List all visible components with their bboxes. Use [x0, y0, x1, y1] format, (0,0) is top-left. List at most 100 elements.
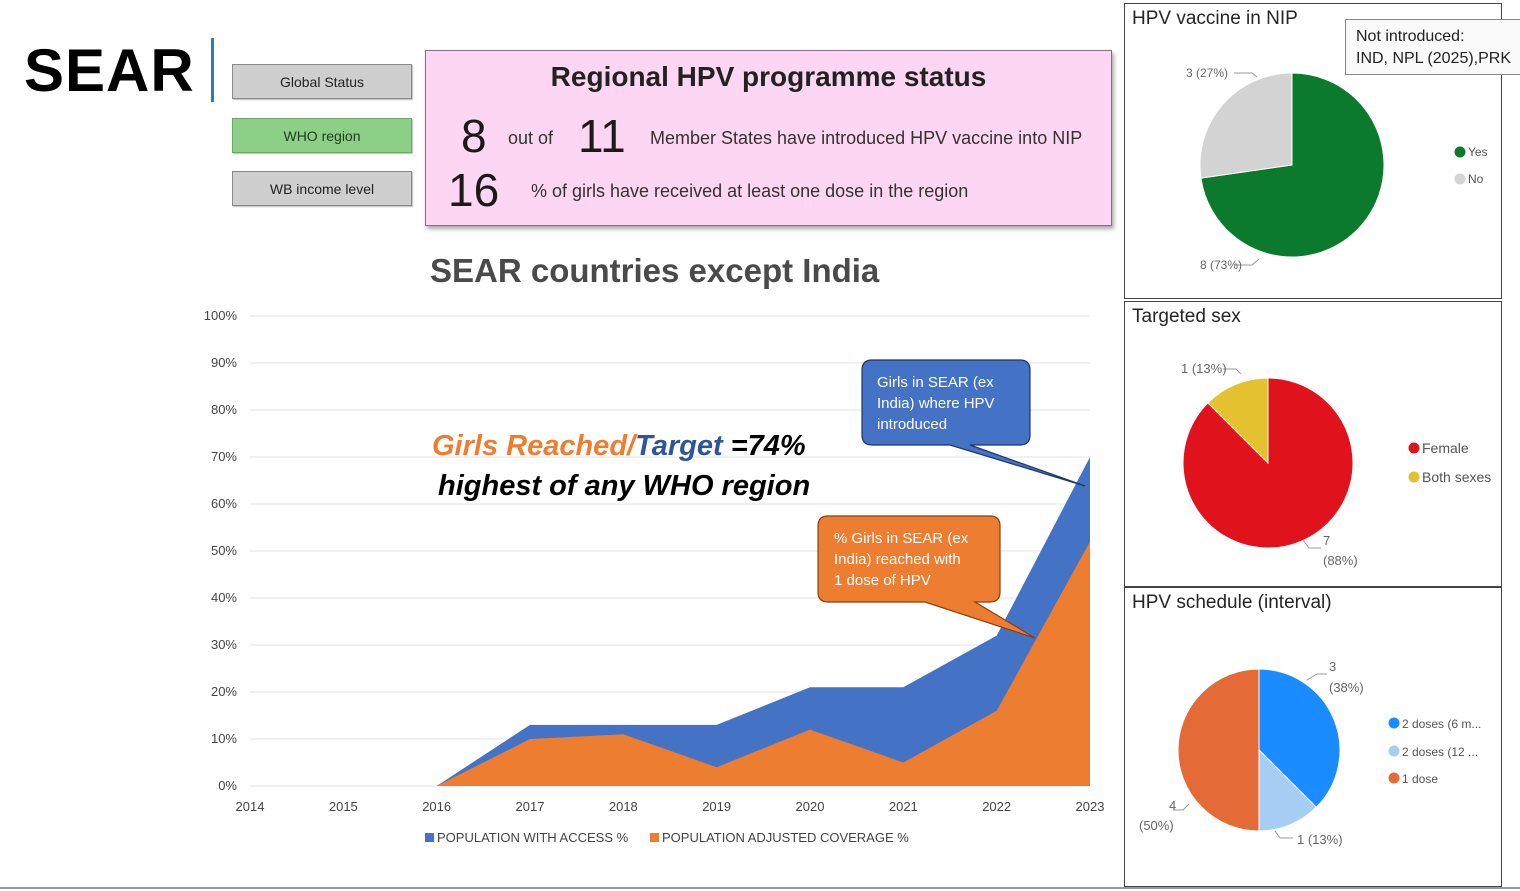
annotation-target: Target [635, 430, 723, 462]
access-callout: Girls in SEAR (ex India) where HPV intro… [861, 359, 1086, 487]
sex-both-leader [1223, 368, 1242, 375]
y-tick-label: 0% [218, 778, 237, 793]
schedule-a-data-label-count: 3 [1329, 659, 1336, 674]
sex-legend-female-dot [1408, 442, 1420, 454]
annotation-value: =74% [722, 430, 806, 462]
schedule-legend-a: 2 doses (6 m... [1402, 717, 1481, 731]
y-tick-label: 10% [211, 731, 237, 746]
schedule-b-leader [1274, 830, 1293, 839]
nip-no-leader [1234, 72, 1258, 78]
schedule-c-data-label-count: 4 [1169, 798, 1176, 813]
bottom-divider [0, 887, 1520, 889]
schedule-a-data-label-pct: (38%) [1329, 680, 1364, 695]
x-tick-label: 2016 [422, 799, 451, 814]
access-callout-line-3: introduced [877, 416, 947, 433]
coverage-callout: % Girls in SEAR (ex India) reached with … [817, 515, 1036, 639]
coverage-callout-line-3: 1 dose of HPV [834, 572, 931, 589]
sex-legend-female: Female [1422, 440, 1469, 456]
nip-legend-yes: Yes [1468, 145, 1488, 159]
regional-status-box: Regional HPV programme status 8 out of 1… [425, 50, 1112, 226]
nip-legend-no: No [1468, 172, 1484, 186]
introduced-count: 8 [461, 110, 487, 162]
region-title: SEAR [24, 37, 195, 104]
schedule-legend-c-dot [1388, 772, 1400, 784]
x-tick-label: 2015 [329, 799, 358, 814]
schedule-slice-2-doses-6m [1258, 668, 1341, 808]
schedule-legend-b: 2 doses (12 ... [1402, 745, 1478, 759]
introduced-text: Member States have introduced HPV vaccin… [650, 128, 1083, 148]
x-tick-label: 2022 [982, 799, 1011, 814]
y-tick-label: 20% [211, 684, 237, 699]
x-tick-label: 2017 [516, 799, 545, 814]
highest-annotation: highest of any WHO region [438, 470, 811, 502]
chart-legend: POPULATION WITH ACCESS % POPULATION ADJU… [425, 830, 909, 845]
who-region-button[interactable]: WHO region [232, 118, 412, 153]
access-area-series [250, 457, 1090, 786]
schedule-c-data-label-pct: (50%) [1139, 818, 1174, 833]
schedule-panel: HPV schedule (interval) 3 (38%) 1 (13%) … [1124, 587, 1502, 887]
global-status-button[interactable]: Global Status [232, 64, 412, 99]
schedule-title: HPV schedule (interval) [1132, 592, 1332, 613]
x-tick-label: 2018 [609, 799, 638, 814]
schedule-c-leader [1173, 803, 1190, 811]
nip-legend-no-dot [1454, 173, 1466, 185]
x-tick-label: 2019 [702, 799, 731, 814]
y-tick-label: 90% [211, 355, 237, 370]
x-tick-label: 2023 [1076, 799, 1105, 814]
schedule-a-leader [1306, 673, 1327, 681]
coverage-callout-shape [817, 515, 1036, 639]
x-axis-ticks: 2014 2015 2016 2017 2018 2019 2020 2021 2022 2023 [236, 799, 1105, 814]
annotation-reached: Girls Reached/ [432, 430, 636, 462]
nip-legend-yes-dot [1454, 146, 1466, 158]
access-callout-line-1: Girls in SEAR (ex [877, 374, 994, 391]
legend-coverage-swatch [650, 833, 659, 842]
schedule-legend-b-dot [1388, 745, 1400, 757]
chart-title: SEAR countries except India [430, 252, 880, 289]
schedule-pie-chart: 3 (38%) 1 (13%) 4 (50%) 2 doses (6 m... … [1139, 659, 1481, 847]
nip-yes-data-label: 8 (73%) [1200, 258, 1242, 272]
not-introduced-tooltip: Not introduced: IND, NPL (2025),PRK [1345, 19, 1520, 75]
schedule-b-data-label: 1 (13%) [1297, 832, 1343, 847]
sex-legend-both: Both sexes [1422, 469, 1491, 485]
reached-target-annotation: Girls Reached/Target =74% [432, 430, 806, 463]
schedule-legend-c: 1 dose [1402, 772, 1438, 786]
y-tick-label: 100% [204, 308, 238, 323]
y-tick-label: 30% [211, 637, 237, 652]
legend-access-label: POPULATION WITH ACCESS % [437, 830, 629, 845]
coverage-percent: 16 [448, 164, 500, 216]
sex-legend-both-dot [1408, 471, 1420, 483]
coverage-text: % of girls have received at least one do… [531, 181, 969, 201]
sex-both-data-label: 1 (13%) [1181, 361, 1227, 376]
schedule-slice-1-dose [1177, 668, 1260, 832]
coverage-callout-line-2: India) reached with [834, 551, 961, 568]
coverage-callout-line-1: % Girls in SEAR (ex [834, 530, 969, 547]
targeted-sex-panel: Targeted sex 1 (13%) 7 (88%) Female Both… [1124, 301, 1502, 587]
schedule-slice-2-doses-12 [1258, 748, 1317, 832]
sex-female-leader [1302, 539, 1321, 549]
y-tick-label: 40% [211, 590, 237, 605]
x-tick-label: 2020 [796, 799, 825, 814]
wb-income-level-button[interactable]: WB income level [232, 171, 412, 206]
out-of-label: out of [508, 128, 554, 148]
title-divider [211, 38, 214, 102]
y-tick-label: 70% [211, 449, 237, 464]
schedule-legend-a-dot [1388, 717, 1400, 729]
x-tick-label: 2021 [889, 799, 918, 814]
legend-coverage-label: POPULATION ADJUSTED COVERAGE % [662, 830, 909, 845]
y-tick-label: 60% [211, 496, 237, 511]
sex-slice-both [1207, 377, 1269, 465]
access-callout-line-2: India) where HPV [877, 395, 995, 412]
y-tick-label: 80% [211, 402, 237, 417]
total-member-states: 11 [578, 110, 626, 162]
coverage-area-chart: 0%10%20%30%40%50%60%70%80%90%100% 2014 20… [204, 308, 1105, 845]
coverage-area-series [250, 541, 1090, 786]
legend-access-swatch [425, 833, 434, 842]
y-tick-label: 50% [211, 543, 237, 558]
nip-panel-title: HPV vaccine in NIP [1132, 8, 1298, 29]
tooltip-line-2: IND, NPL (2025),PRK [1356, 50, 1512, 67]
sex-female-data-label-pct: (88%) [1323, 553, 1358, 568]
targeted-sex-title: Targeted sex [1132, 306, 1241, 327]
nip-no-data-label: 3 (27%) [1186, 66, 1228, 80]
status-title: Regional HPV programme status [550, 61, 987, 92]
tooltip-line-1: Not introduced: [1356, 28, 1465, 45]
